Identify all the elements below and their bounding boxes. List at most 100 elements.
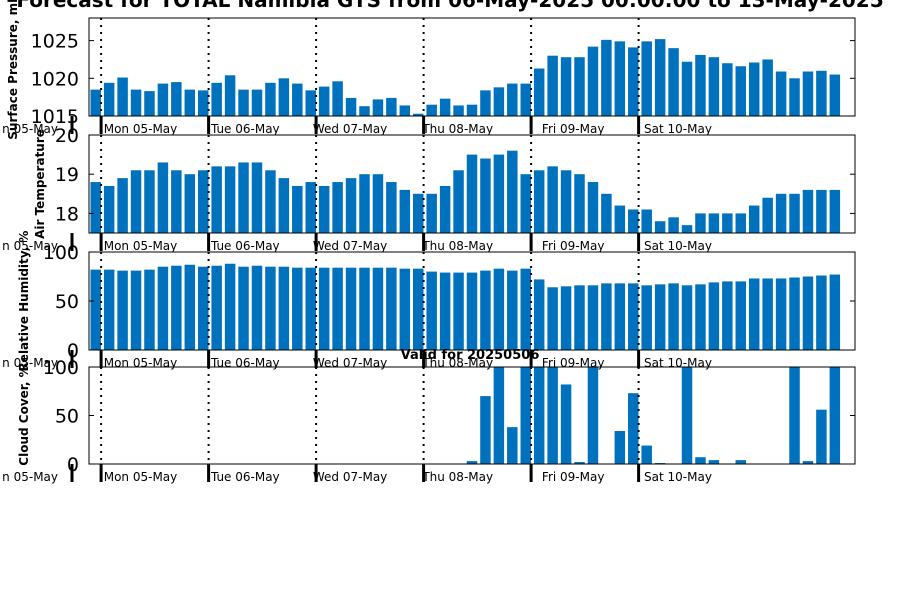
x-day-label: Thu 08-May — [421, 470, 493, 484]
bar — [211, 82, 222, 116]
y-axis-label: Air Temperature — [33, 129, 47, 239]
bar — [628, 283, 639, 350]
bar — [480, 90, 491, 116]
bar — [748, 278, 760, 350]
bar — [305, 90, 316, 116]
bar — [345, 97, 357, 116]
chart-subtitle: Valid for 20250506 — [401, 348, 540, 363]
bar — [654, 221, 666, 233]
bar — [144, 91, 155, 116]
bar — [587, 285, 599, 350]
x-day-label: Fri 09-May — [542, 239, 605, 253]
bar — [211, 265, 222, 350]
x-day-label: Thu 08-May — [421, 239, 493, 253]
x-day-label: Mon 05-May — [104, 356, 178, 370]
bar — [641, 209, 652, 233]
bar — [668, 283, 679, 350]
bar — [762, 197, 773, 233]
y-axis-label: Cloud Cover, % — [17, 365, 31, 465]
bar — [171, 265, 182, 350]
x-day-label: Thu 08-May — [421, 122, 493, 136]
bar — [318, 86, 330, 116]
bar — [507, 427, 518, 464]
bar — [802, 71, 814, 116]
bar — [157, 266, 169, 350]
bar — [359, 267, 370, 350]
bar — [681, 61, 693, 116]
bar — [466, 104, 478, 116]
bar — [708, 282, 720, 350]
bar — [547, 55, 558, 116]
bar — [816, 275, 827, 350]
bar — [560, 57, 572, 116]
bar — [641, 445, 652, 464]
x-day-label: Wed 07-May — [313, 239, 387, 253]
bar — [197, 90, 209, 116]
bar — [359, 106, 370, 116]
bar — [211, 166, 222, 233]
bar — [614, 41, 626, 117]
bar — [507, 270, 518, 350]
bar — [735, 66, 747, 116]
bar — [816, 189, 827, 233]
y-tick-label: 50 — [55, 406, 79, 428]
x-day-label: Mon 05-May — [104, 239, 178, 253]
bar — [413, 268, 424, 350]
bar — [816, 70, 827, 116]
bar — [130, 170, 142, 233]
bar — [292, 185, 303, 233]
bar — [157, 83, 169, 116]
bar — [90, 269, 101, 350]
y-tick-label: 20 — [55, 125, 79, 147]
bar — [413, 113, 424, 116]
x-day-label: Tue 06-May — [210, 470, 280, 484]
bar — [332, 81, 343, 116]
axes-frame — [88, 366, 856, 465]
bar — [735, 460, 747, 464]
bar — [238, 162, 249, 233]
bar — [533, 279, 545, 350]
bar — [372, 267, 384, 350]
bar — [372, 99, 384, 116]
bar — [802, 189, 814, 233]
bar — [560, 286, 572, 350]
bar — [453, 105, 464, 116]
bar — [278, 266, 290, 350]
bar — [439, 272, 451, 350]
bar — [171, 82, 182, 116]
bar — [722, 281, 733, 350]
bar — [641, 41, 652, 117]
bar — [144, 269, 155, 350]
bar — [601, 39, 612, 116]
bar — [762, 59, 773, 116]
bar — [493, 367, 505, 464]
bar — [708, 460, 720, 464]
bar — [184, 264, 196, 350]
bar — [560, 170, 572, 233]
bar — [480, 396, 491, 464]
bar — [345, 178, 357, 233]
panel-1: 1015 1020 1025 Mon 05-May Tue 06-May Wed 07-M… — [2, 0, 856, 140]
bar — [614, 283, 626, 350]
bar — [507, 83, 518, 116]
x-day-label: Sat 10-May — [644, 356, 712, 370]
bar — [466, 272, 478, 350]
bar — [802, 461, 814, 464]
bar — [601, 193, 612, 233]
bar — [251, 89, 263, 116]
bar — [439, 98, 451, 116]
bar — [574, 57, 585, 116]
bar — [238, 89, 249, 116]
bar — [587, 46, 599, 116]
x-day-label: Wed 07-May — [313, 470, 387, 484]
bar — [413, 193, 424, 233]
bar — [251, 162, 263, 233]
bar — [533, 367, 545, 464]
bar — [628, 47, 639, 116]
bar — [775, 71, 787, 116]
x-day-label: n 05-May — [2, 470, 58, 484]
bar — [681, 285, 693, 350]
